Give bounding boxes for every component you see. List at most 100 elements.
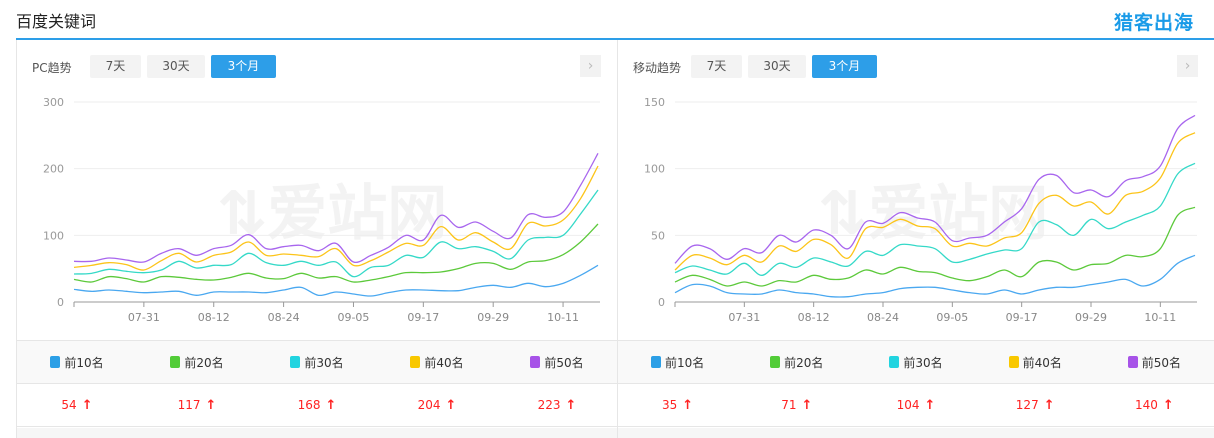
legend-item[interactable]: 前30名 bbox=[257, 341, 377, 383]
legend: 前10名 前20名 前30名 前40名 前50名 bbox=[17, 340, 617, 384]
count-value: 71 bbox=[781, 398, 797, 412]
range-tab-0[interactable]: 7天 bbox=[90, 55, 141, 78]
legend-item[interactable]: 前40名 bbox=[976, 341, 1095, 383]
legend-swatch bbox=[170, 356, 181, 368]
legend-item[interactable]: 前10名 bbox=[618, 341, 737, 383]
legend-item[interactable]: 前50名 bbox=[1095, 341, 1214, 383]
legend-item[interactable]: 前50名 bbox=[497, 341, 617, 383]
x-tick-label: 10-11 bbox=[547, 311, 579, 324]
panel-title: PC趋势 bbox=[32, 61, 72, 75]
count-value: 204 bbox=[417, 398, 441, 412]
range-tab-1[interactable]: 30天 bbox=[147, 55, 205, 78]
y-tick-label: 0 bbox=[57, 296, 64, 309]
x-tick-label: 09-05 bbox=[936, 311, 968, 324]
range-tab-2[interactable]: 3个月 bbox=[812, 55, 877, 78]
legend-item[interactable]: 前10名 bbox=[17, 341, 137, 383]
brand-watermark: 猎客出海 bbox=[1113, 12, 1194, 34]
range-tab-2[interactable]: 3个月 bbox=[211, 55, 276, 78]
legend-swatch bbox=[530, 356, 541, 368]
value-row: 35 ↑ 71 ↑ 104 ↑ 127 ↑ 140 ↑ bbox=[618, 384, 1214, 427]
y-tick-label: 0 bbox=[658, 296, 665, 309]
x-tick-label: 07-31 bbox=[728, 311, 760, 324]
rank-count: 117 ↑ bbox=[137, 384, 257, 426]
panel-footer bbox=[618, 428, 1214, 438]
x-tick-label: 09-17 bbox=[1006, 311, 1038, 324]
x-tick-label: 08-12 bbox=[198, 311, 230, 324]
series-line-3 bbox=[73, 165, 599, 271]
count-value: 127 bbox=[1015, 398, 1039, 412]
arrow-up-icon: ↑ bbox=[325, 397, 337, 413]
arrow-up-icon: ↑ bbox=[924, 397, 936, 413]
arrow-up-icon: ↑ bbox=[205, 397, 217, 413]
legend-label: 前50名 bbox=[1141, 355, 1182, 370]
panel-header: 移动趋势 7天 30天 3个月 › bbox=[618, 55, 1214, 78]
x-tick-label: 08-24 bbox=[268, 311, 300, 324]
legend-swatch bbox=[50, 356, 61, 368]
panel-footer bbox=[17, 428, 617, 438]
count-value: 54 bbox=[61, 398, 77, 412]
y-tick-label: 100 bbox=[43, 229, 64, 242]
y-tick-label: 50 bbox=[651, 229, 665, 242]
legend-swatch bbox=[410, 356, 421, 368]
legend-item[interactable]: 前20名 bbox=[137, 341, 257, 383]
count-value: 117 bbox=[177, 398, 201, 412]
series-line-1 bbox=[674, 206, 1196, 287]
legend-label: 前20名 bbox=[784, 355, 824, 370]
x-tick-label: 09-29 bbox=[1075, 311, 1107, 324]
x-tick-label: 09-29 bbox=[477, 311, 509, 324]
arrow-up-icon: ↑ bbox=[682, 397, 694, 413]
legend-swatch bbox=[650, 356, 661, 368]
rank-count: 168 ↑ bbox=[257, 384, 377, 426]
range-tab-1[interactable]: 30天 bbox=[748, 55, 806, 78]
title-divider bbox=[16, 38, 1214, 40]
x-tick-label: 08-12 bbox=[798, 311, 830, 324]
arrow-up-icon: ↑ bbox=[81, 397, 93, 413]
legend-label: 前30名 bbox=[304, 355, 344, 370]
count-value: 223 bbox=[537, 398, 561, 412]
series-line-0 bbox=[674, 254, 1196, 298]
pc-trend-panel: PC趋势 7天 30天 3个月 › ⇅爱站网 0 100 200 300 07-31 08-12 08-… bbox=[16, 40, 617, 438]
legend-item[interactable]: 前20名 bbox=[737, 341, 856, 383]
panel-title: 移动趋势 bbox=[633, 61, 682, 75]
panel-header: PC趋势 7天 30天 3个月 › bbox=[17, 55, 617, 78]
rank-count: 204 ↑ bbox=[377, 384, 497, 426]
rank-count: 54 ↑ bbox=[17, 384, 137, 426]
legend-swatch bbox=[1127, 356, 1138, 368]
legend-swatch bbox=[290, 356, 301, 368]
rank-count: 223 ↑ bbox=[497, 384, 617, 426]
x-tick-label: 09-05 bbox=[337, 311, 369, 324]
legend: 前10名 前20名 前30名 前40名 前50名 bbox=[618, 340, 1214, 384]
x-tick-label: 09-17 bbox=[407, 311, 439, 324]
series-line-4 bbox=[674, 114, 1196, 264]
value-row: 54 ↑ 117 ↑ 168 ↑ 204 ↑ 223 ↑ bbox=[17, 384, 617, 427]
rank-count: 140 ↑ bbox=[1095, 384, 1214, 426]
series-line-4 bbox=[73, 153, 599, 264]
rank-count: 104 ↑ bbox=[856, 384, 975, 426]
chevron-right-icon[interactable]: › bbox=[580, 55, 601, 77]
rank-count: 35 ↑ bbox=[618, 384, 737, 426]
arrow-up-icon: ↑ bbox=[801, 397, 813, 413]
trend-chart: 0 100 200 300 07-31 08-12 08-24 09-05 09-17 09-29… bbox=[43, 96, 600, 324]
page-title: 百度关键词 bbox=[16, 12, 97, 31]
x-tick-label: 08-24 bbox=[867, 311, 899, 324]
series-line-2 bbox=[73, 189, 599, 278]
count-value: 104 bbox=[896, 398, 920, 412]
legend-swatch bbox=[1008, 356, 1019, 368]
rank-count: 71 ↑ bbox=[737, 384, 856, 426]
legend-item[interactable]: 前40名 bbox=[377, 341, 497, 383]
x-tick-label: 10-11 bbox=[1144, 311, 1176, 324]
range-tab-0[interactable]: 7天 bbox=[691, 55, 742, 78]
arrow-up-icon: ↑ bbox=[1162, 397, 1174, 413]
legend-label: 前40名 bbox=[424, 355, 464, 370]
legend-label: 前10名 bbox=[64, 355, 104, 370]
count-value: 35 bbox=[662, 398, 678, 412]
legend-item[interactable]: 前30名 bbox=[856, 341, 975, 383]
aizhan-watermark-logo: ⇅爱站网 bbox=[217, 179, 448, 249]
arrow-up-icon: ↑ bbox=[565, 397, 577, 413]
arrow-up-icon: ↑ bbox=[445, 397, 457, 413]
legend-label: 前10名 bbox=[664, 355, 705, 370]
trend-chart: 0 50 100 150 07-31 08-12 08-24 09-05 09-17 09-29 1… bbox=[644, 96, 1197, 324]
y-tick-label: 200 bbox=[43, 163, 64, 176]
y-tick-label: 100 bbox=[644, 163, 665, 176]
chevron-right-icon[interactable]: › bbox=[1177, 55, 1198, 77]
